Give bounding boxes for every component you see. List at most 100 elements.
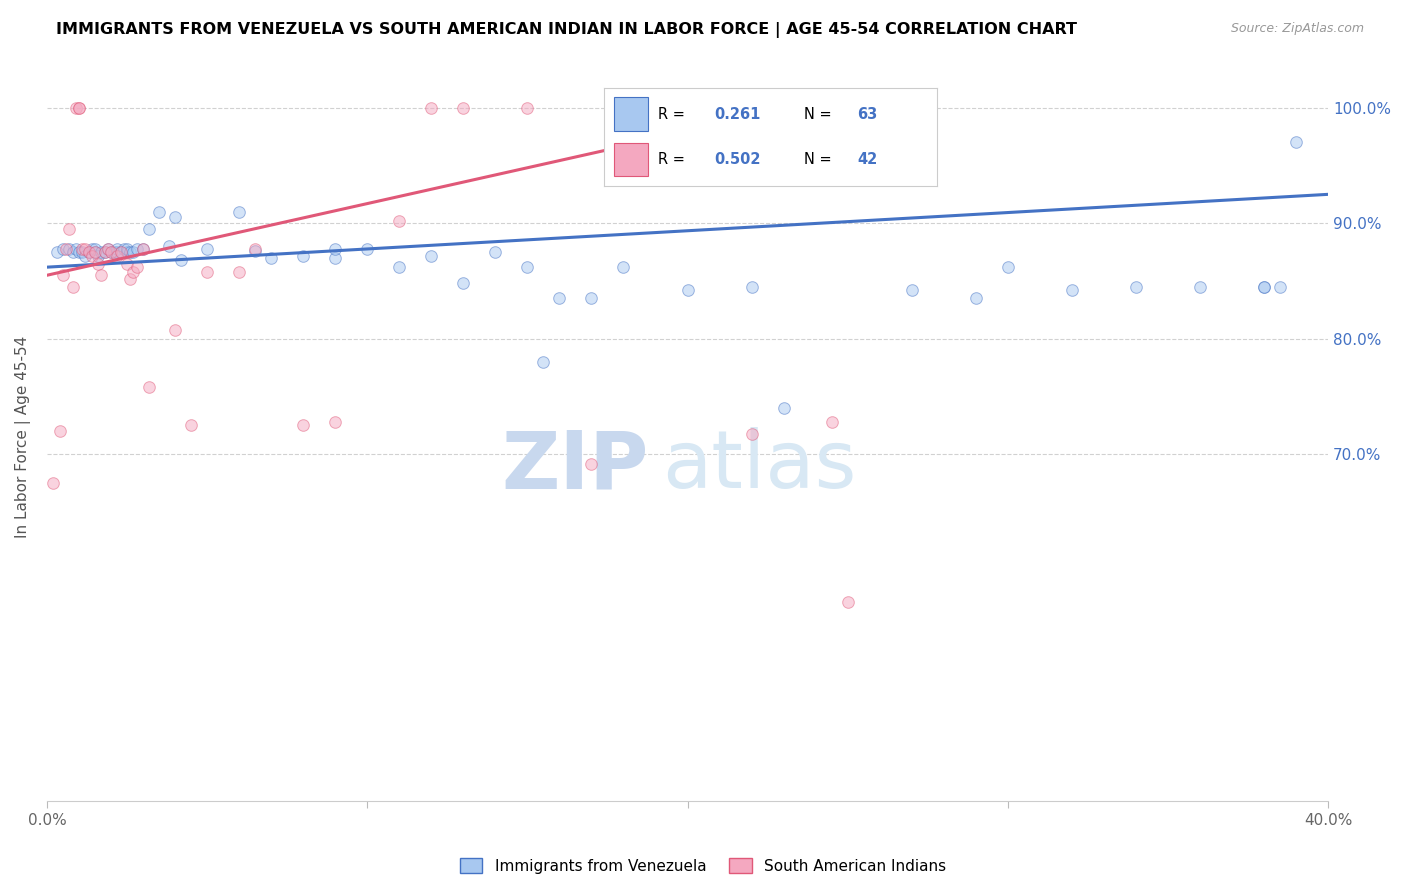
Point — [581, 457, 603, 471]
Point — [228, 204, 250, 219]
Point — [70, 245, 93, 260]
Point — [453, 277, 475, 291]
Point — [80, 249, 103, 263]
Point — [1253, 280, 1275, 294]
Point — [323, 242, 346, 256]
Point — [75, 242, 97, 256]
Point — [170, 253, 193, 268]
Point — [93, 245, 115, 260]
Point — [138, 380, 160, 394]
Point — [97, 242, 120, 256]
Point — [45, 245, 67, 260]
Point — [1060, 283, 1083, 297]
Point — [516, 101, 538, 115]
Point — [676, 283, 699, 297]
Point — [107, 249, 129, 263]
Text: IMMIGRANTS FROM VENEZUELA VS SOUTH AMERICAN INDIAN IN LABOR FORCE | AGE 45-54 CO: IMMIGRANTS FROM VENEZUELA VS SOUTH AMERI… — [56, 22, 1077, 38]
Point — [1285, 136, 1308, 150]
Point — [52, 242, 75, 256]
Point — [228, 265, 250, 279]
Point — [115, 242, 138, 256]
Point — [292, 249, 315, 263]
Point — [122, 245, 145, 260]
Point — [323, 415, 346, 429]
Point — [1268, 280, 1291, 294]
Point — [453, 101, 475, 115]
Point — [484, 245, 506, 260]
Point — [900, 283, 922, 297]
Text: Source: ZipAtlas.com: Source: ZipAtlas.com — [1230, 22, 1364, 36]
Point — [87, 257, 110, 271]
Point — [195, 265, 218, 279]
Point — [997, 260, 1019, 275]
Point — [581, 291, 603, 305]
Point — [120, 245, 142, 260]
Point — [52, 268, 75, 283]
Point — [67, 101, 90, 115]
Point — [100, 245, 122, 260]
Point — [741, 280, 763, 294]
Point — [388, 260, 411, 275]
Point — [1125, 280, 1147, 294]
Point — [70, 242, 93, 256]
Point — [58, 222, 80, 236]
Point — [837, 595, 859, 609]
Point — [356, 242, 378, 256]
Point — [292, 418, 315, 433]
Point — [103, 245, 125, 260]
Point — [107, 245, 129, 260]
Point — [420, 249, 443, 263]
Point — [115, 245, 138, 260]
Point — [125, 242, 148, 256]
Point — [84, 245, 107, 260]
Point — [165, 211, 187, 225]
Point — [388, 214, 411, 228]
Point — [132, 242, 155, 256]
Point — [243, 242, 266, 256]
Legend: Immigrants from Venezuela, South American Indians: Immigrants from Venezuela, South America… — [453, 852, 953, 880]
Point — [260, 251, 283, 265]
Point — [84, 242, 107, 256]
Point — [90, 245, 112, 260]
Point — [965, 291, 987, 305]
Point — [1189, 280, 1212, 294]
Point — [612, 260, 634, 275]
Point — [110, 245, 132, 260]
Point — [148, 204, 170, 219]
Point — [323, 251, 346, 265]
Point — [62, 245, 84, 260]
Point — [75, 249, 97, 263]
Point — [77, 245, 100, 260]
Point — [65, 101, 87, 115]
Point — [741, 426, 763, 441]
Text: ZIP: ZIP — [502, 427, 650, 505]
Point — [120, 271, 142, 285]
Point — [58, 242, 80, 256]
Point — [55, 242, 77, 256]
Point — [1253, 280, 1275, 294]
Point — [420, 101, 443, 115]
Point — [122, 265, 145, 279]
Point — [533, 355, 555, 369]
Point — [516, 260, 538, 275]
Point — [65, 242, 87, 256]
Point — [84, 245, 107, 260]
Point — [100, 245, 122, 260]
Point — [42, 476, 65, 491]
Point — [138, 222, 160, 236]
Point — [157, 239, 180, 253]
Point — [93, 245, 115, 260]
Point — [243, 244, 266, 258]
Point — [115, 257, 138, 271]
Point — [112, 242, 135, 256]
Point — [107, 242, 129, 256]
Point — [67, 101, 90, 115]
Point — [821, 415, 844, 429]
Point — [180, 418, 202, 433]
Text: atlas: atlas — [662, 427, 856, 505]
Point — [548, 291, 571, 305]
Point — [195, 242, 218, 256]
Point — [87, 249, 110, 263]
Point — [132, 242, 155, 256]
Y-axis label: In Labor Force | Age 45-54: In Labor Force | Age 45-54 — [15, 336, 31, 538]
